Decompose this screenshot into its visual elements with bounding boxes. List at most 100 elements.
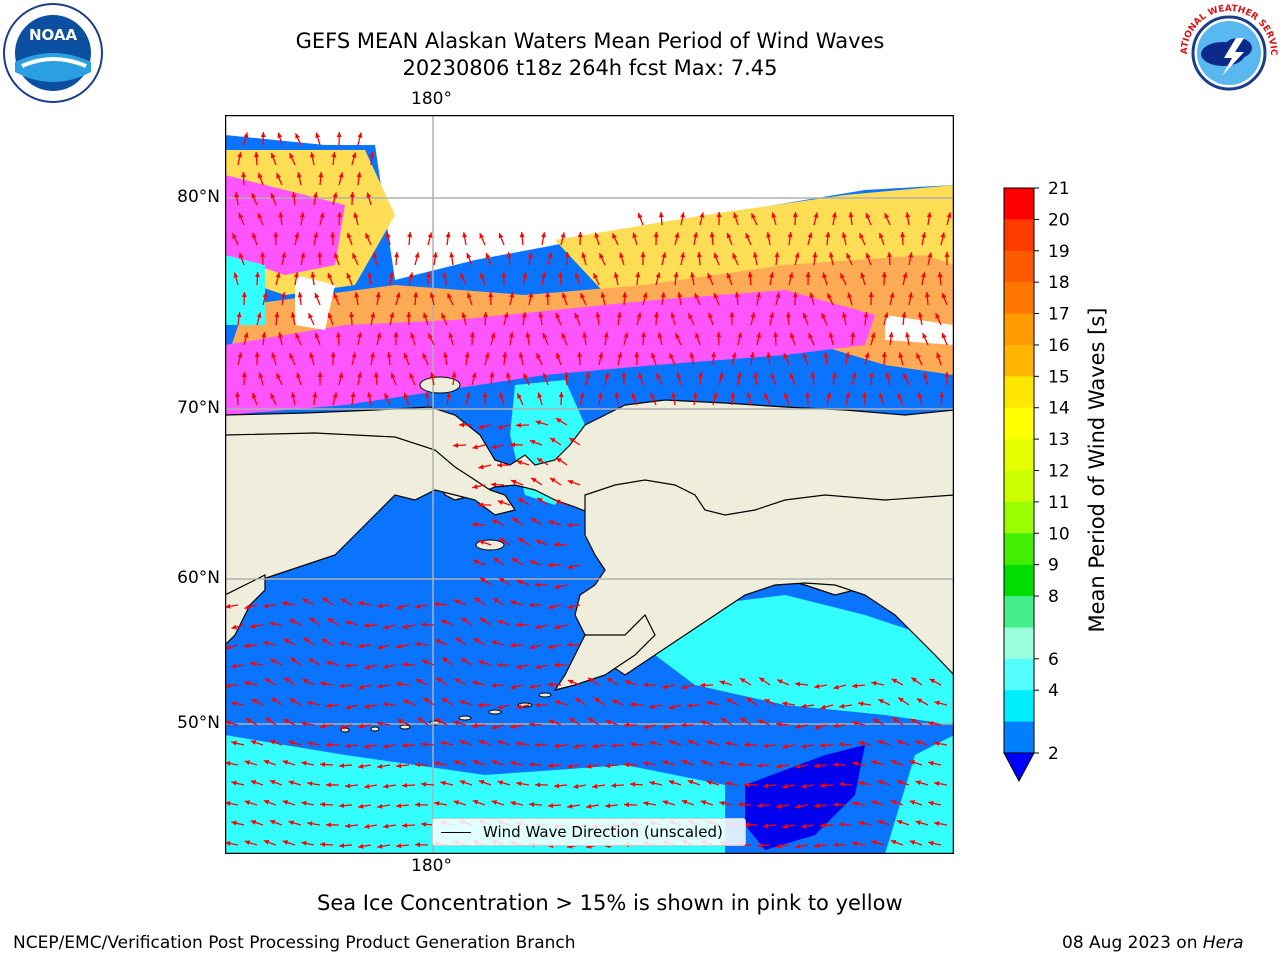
wind-arrow-head [662, 724, 668, 730]
wind-arrow-head [339, 724, 345, 730]
wind-arrow-head [605, 803, 611, 809]
wind-arrow-head [865, 212, 871, 219]
wind-arrow-head [548, 520, 555, 525]
wind-arrow-head [512, 517, 518, 523]
wind-arrow-head [312, 192, 318, 198]
wind-arrow-head [510, 684, 516, 690]
lon-label-bottom: 180° [411, 856, 452, 876]
wind-arrow-head [339, 843, 345, 849]
wind-arrow-head [461, 312, 467, 318]
wind-arrow-head [447, 293, 452, 299]
wind-arrow-head [605, 763, 611, 769]
wind-arrow-head [449, 252, 455, 258]
wind-arrow-head [377, 683, 383, 689]
wind-arrow-head [787, 232, 793, 238]
colorbar-tick-label: 21 [1048, 180, 1070, 199]
wind-arrow-head [241, 172, 247, 178]
wind-arrow-head [492, 598, 499, 603]
wind-arrow-head [847, 292, 853, 299]
wind-arrow-head [737, 332, 743, 338]
colorbar-tick-label: 20 [1048, 210, 1070, 230]
wind-arrow-head [892, 717, 898, 723]
colorbar-swatch [1004, 344, 1034, 377]
wind-arrow-head [364, 743, 370, 749]
wind-arrow-head [569, 437, 575, 443]
wind-arrow-head [309, 152, 315, 158]
wind-arrow-head [766, 232, 772, 238]
wind-arrow-head [674, 232, 680, 238]
wind-arrow-head [909, 760, 916, 765]
wind-arrow-head [535, 624, 541, 630]
wind-arrow-head [459, 780, 466, 785]
wind-arrow-head [250, 820, 257, 825]
wind-arrow-head [403, 699, 409, 705]
wind-arrow-head [358, 643, 364, 649]
wind-arrow-head [521, 312, 527, 318]
wind-arrow-head [839, 741, 845, 747]
wind-arrow-head [288, 820, 295, 826]
wind-arrow-head [459, 700, 466, 705]
wind-arrow-head [573, 743, 579, 749]
lat-label-60: 60°N [177, 568, 220, 588]
wind-arrow-head [518, 352, 524, 358]
wind-arrow-head [270, 659, 276, 664]
gridlines [225, 115, 954, 854]
wind-arrow-head [871, 840, 878, 846]
wind-arrow-head [225, 841, 231, 846]
wind-arrow-head [738, 761, 744, 767]
wind-arrow-head [637, 212, 643, 219]
wind-arrow-head [871, 800, 878, 806]
wind-arrow-head [934, 781, 940, 787]
wind-arrow-head [241, 292, 247, 298]
wind-arrow-head [934, 700, 940, 706]
wind-arrow-head [624, 722, 630, 728]
wind-arrow-head [440, 619, 447, 625]
wind-arrow-head [333, 293, 339, 299]
wind-arrow-head [318, 172, 324, 178]
colorbar-tick-label: 8 [1048, 587, 1059, 607]
wind-arrow-head [776, 843, 782, 849]
wind-arrow-head [345, 704, 351, 710]
wind-arrow-head [833, 723, 839, 729]
wind-arrow-head [231, 820, 237, 826]
colorbar-swatch [1004, 596, 1034, 628]
wind-arrow-head [243, 332, 249, 338]
wind-arrow-head [918, 312, 923, 318]
wind-arrow-head [365, 233, 370, 239]
wind-arrow-head [413, 292, 419, 298]
wind-arrow-head [634, 352, 640, 358]
wind-arrow-head [369, 152, 375, 158]
wind-arrow-head [613, 272, 619, 278]
wind-arrow-head [497, 619, 504, 625]
wind-arrow-head [364, 823, 370, 829]
wind-arrow-head [278, 212, 284, 218]
wind-arrow-head [548, 682, 554, 688]
wind-arrow-head [655, 272, 661, 278]
wind-arrow-head [586, 803, 592, 809]
wind-arrow-head [510, 442, 516, 448]
wind-arrow-head [395, 292, 401, 298]
wind-arrow-head [377, 803, 383, 809]
wind-arrow-head [283, 719, 289, 724]
wind-arrow-head [928, 721, 934, 727]
wind-arrow-head [881, 272, 887, 278]
wind-arrow-head [567, 679, 574, 685]
wind-arrow-head [241, 372, 247, 378]
wind-arrow-head [529, 684, 535, 690]
wind-arrow-head [225, 683, 231, 689]
wind-arrow-head [711, 352, 717, 358]
wind-arrow-head [898, 697, 904, 703]
wind-arrow-head [434, 801, 440, 806]
wind-arrow-head [257, 213, 263, 219]
wind-arrow-head [307, 700, 313, 706]
wind-arrow-head [535, 664, 541, 670]
wind-arrow-head [746, 392, 752, 398]
wind-arrow-head [548, 763, 554, 769]
wind-arrow-head [535, 582, 541, 588]
wind-arrow-head [320, 723, 326, 729]
colorbar-tick-label: 18 [1048, 273, 1070, 293]
wind-arrow-head [302, 679, 309, 684]
wind-arrow-head [716, 212, 722, 218]
wind-arrow-head [225, 603, 231, 609]
wind-arrow-head [265, 717, 271, 723]
